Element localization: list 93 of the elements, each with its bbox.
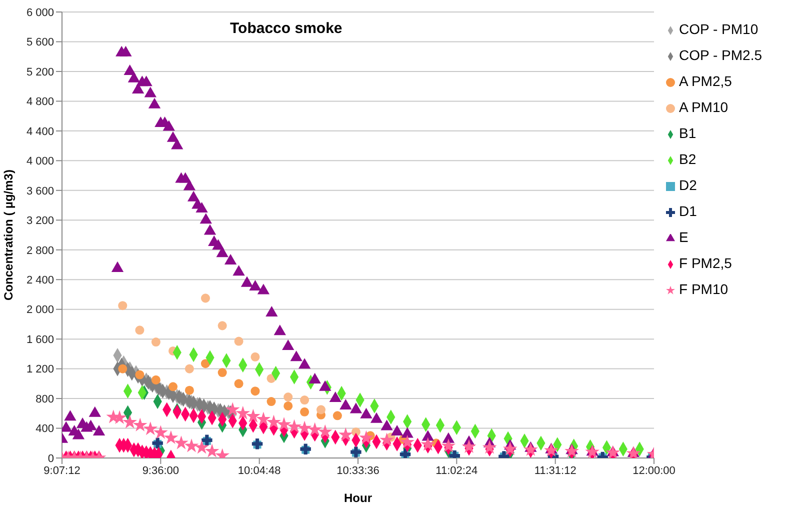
- point: [135, 326, 144, 335]
- y-tick-label: 400: [36, 423, 54, 436]
- point: [502, 442, 518, 456]
- legend-label: F PM2,5: [679, 255, 732, 271]
- point: [246, 408, 260, 422]
- x-tick-label: 11:02:24: [436, 464, 478, 477]
- point: [564, 444, 579, 458]
- point: [400, 448, 411, 458]
- legend-label: COP - PM2.5: [679, 47, 762, 63]
- point: [400, 434, 415, 448]
- point: [266, 414, 281, 428]
- point: [300, 407, 310, 416]
- point: [200, 294, 210, 303]
- legend-label: F PM10: [679, 281, 728, 297]
- point: [462, 439, 476, 453]
- y-tick-label: 3 200: [26, 215, 54, 228]
- point: [284, 392, 293, 402]
- y-tick-label: 3 600: [26, 185, 54, 198]
- point: [118, 301, 128, 310]
- point: [380, 432, 394, 446]
- point: [153, 425, 168, 439]
- point: [250, 386, 260, 396]
- point: [284, 401, 293, 410]
- point: [276, 417, 292, 431]
- y-tick-label: 6 000: [26, 6, 54, 19]
- point: [225, 402, 240, 416]
- y-tick-label: 5 600: [26, 36, 54, 49]
- point: [234, 379, 244, 388]
- point: [316, 405, 326, 414]
- legend-label: A PM10: [679, 99, 728, 115]
- y-tick-label: 2 800: [26, 244, 54, 257]
- point: [122, 414, 138, 428]
- y-tick-label: 5 200: [26, 66, 54, 78]
- point: [287, 419, 302, 433]
- point: [523, 442, 538, 456]
- point: [300, 396, 310, 405]
- point: [194, 440, 209, 454]
- point: [143, 421, 158, 436]
- point: [218, 321, 227, 330]
- point: [200, 359, 210, 368]
- text: Tobacco smoke: [230, 20, 342, 37]
- point: [174, 436, 188, 450]
- legend-label: COP - PM10: [679, 21, 758, 37]
- point: [441, 438, 456, 452]
- point: [266, 397, 276, 406]
- point: [151, 338, 160, 347]
- legend-label: A PM2,5: [679, 73, 732, 89]
- x-tick-label: 9:07:12: [44, 464, 80, 477]
- x-tick-label: 12:00:00: [632, 464, 676, 477]
- x-tick-label: 11:31:12: [534, 464, 576, 477]
- y-tick-label: 4 400: [26, 126, 54, 138]
- point: [184, 364, 194, 374]
- y-tick-label: 1 600: [26, 334, 54, 346]
- x-tick-label: 10:33:36: [336, 464, 380, 477]
- y-tick-label: 2 000: [26, 304, 54, 316]
- y-tick-label: 4 000: [26, 156, 54, 168]
- y-tick-label: 800: [36, 393, 54, 406]
- point: [132, 418, 148, 432]
- point: [420, 437, 436, 451]
- x-axis-title: Hour: [344, 491, 372, 505]
- point: [359, 430, 374, 444]
- point: [318, 424, 332, 438]
- point: [151, 375, 160, 384]
- point: [218, 368, 227, 378]
- point: [184, 386, 194, 395]
- y-tick-label: 0: [48, 452, 54, 465]
- legend-label: D1: [679, 203, 697, 219]
- point: [118, 364, 128, 374]
- x-tick-label: 10:04:48: [238, 464, 281, 477]
- point: [308, 422, 322, 436]
- point: [164, 430, 178, 444]
- point: [204, 444, 220, 458]
- legend-label: B1: [679, 125, 696, 141]
- point: [482, 440, 497, 454]
- y-tick-label: 1 200: [26, 364, 54, 376]
- point: [168, 382, 178, 392]
- y-tick-label: 4 800: [26, 96, 54, 108]
- y-axis-title: Concentration ( µg/m3): [1, 170, 16, 300]
- x-tick-label: 9:36:00: [142, 464, 180, 477]
- point: [135, 370, 144, 380]
- legend-label: D2: [679, 177, 697, 193]
- point: [256, 412, 271, 426]
- point: [250, 352, 260, 362]
- y-tick-label: 2 400: [26, 274, 54, 287]
- point: [184, 438, 199, 452]
- point: [234, 336, 244, 346]
- point: [236, 406, 250, 420]
- point: [332, 411, 342, 420]
- point: [297, 420, 312, 434]
- legend-label: B2: [679, 151, 696, 167]
- point: [338, 427, 353, 442]
- legend-label: E: [679, 229, 688, 245]
- point: [544, 443, 558, 457]
